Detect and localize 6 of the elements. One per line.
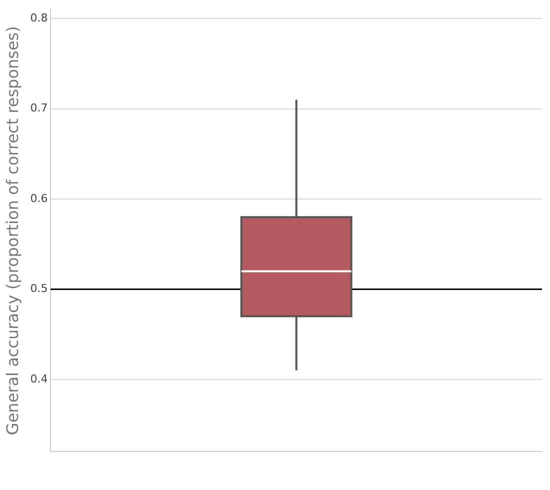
y-tick-label: 0.4 [30, 372, 48, 386]
y-tick-label: 0.5 [30, 282, 48, 296]
y-axis-title: General accuracy (proportion of correct responses) [2, 26, 22, 436]
y-tick-label: 0.8 [30, 11, 48, 24]
y-tick-label: 0.6 [30, 192, 48, 205]
y-tick-label: 0.7 [30, 102, 48, 115]
